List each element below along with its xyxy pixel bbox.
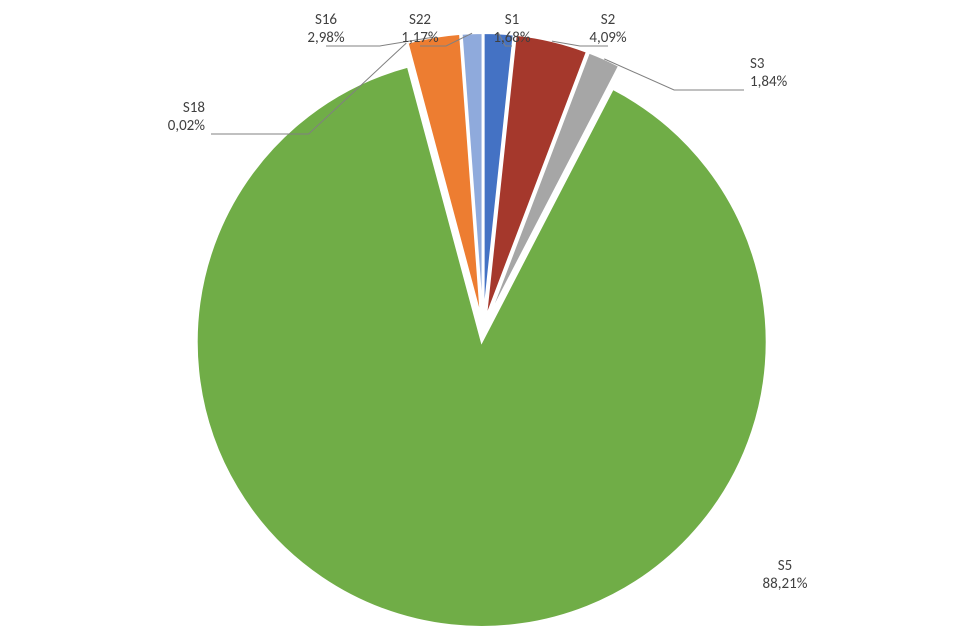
slice-label-name-s2: S2	[601, 11, 616, 29]
slice-label-pct-s18: 0,02%	[168, 117, 206, 135]
slice-label-name-s3: S3	[750, 55, 765, 73]
slice-label-name-s18: S18	[183, 99, 205, 117]
slice-label-pct-s2: 4,09%	[589, 29, 627, 47]
slice-label-name-s22: S22	[409, 11, 431, 29]
slice-label-pct-s22: 1,17%	[401, 29, 439, 47]
slice-label-name-s1: S1	[505, 11, 520, 29]
slice-label-pct-s3: 1,84%	[750, 73, 788, 91]
slice-label-name-s16: S16	[315, 11, 337, 29]
pie-chart: S11,68% S24,09% S31,84% S588,21% S180,02% S16…	[0, 0, 966, 630]
slice-label-pct-s16: 2,98%	[307, 29, 345, 47]
slice-label-name-s5: S5	[778, 557, 793, 575]
slice-label-pct-s5: 88,21%	[763, 575, 808, 593]
leader-s3	[604, 59, 744, 90]
slice-label-pct-s1: 1,68%	[493, 29, 531, 47]
